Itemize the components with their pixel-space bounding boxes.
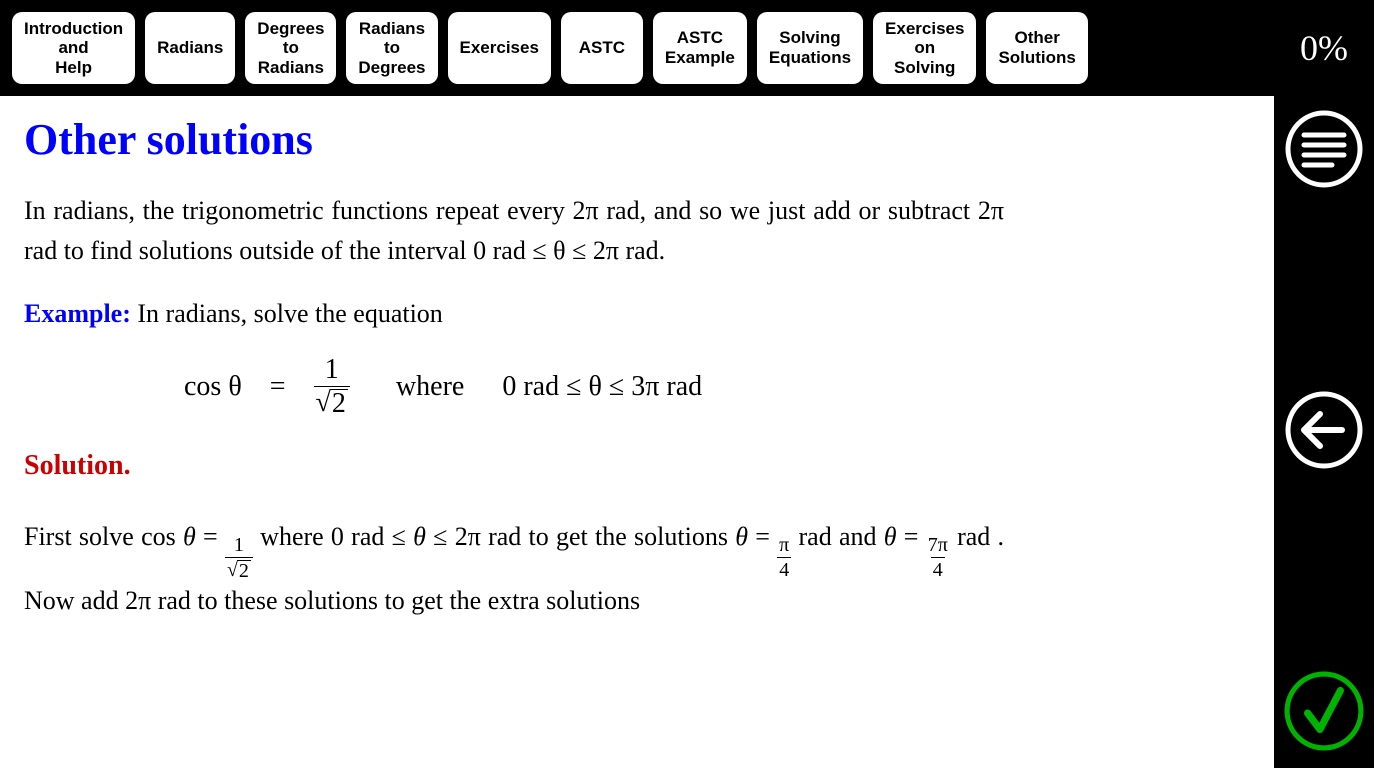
inline-frac-pi-4: π 4 [777, 535, 791, 580]
eq-frac-den: √2 [314, 386, 350, 418]
intro-paragraph: In radians, the trigonometric functions … [24, 191, 1004, 272]
tab-deg-to-rad[interactable]: Degrees to Radians [245, 12, 336, 84]
eq-fraction: 1 √2 [314, 356, 350, 418]
tab-exercises[interactable]: Exercises [448, 12, 551, 84]
tab-rad-to-deg[interactable]: Radians to Degrees [346, 12, 437, 84]
right-sidebar [1274, 96, 1374, 768]
inline-frac-1-over-root2: 1 √2 [225, 535, 253, 581]
back-button[interactable] [1281, 387, 1367, 473]
example-line: Example: In radians, solve the equation [24, 294, 1004, 334]
top-nav: Introduction and Help Radians Degrees to… [0, 0, 1374, 96]
tab-exercises-solving[interactable]: Exercises on Solving [873, 12, 976, 84]
eq-frac-num: 1 [323, 356, 341, 386]
check-icon [1283, 670, 1365, 752]
menu-button[interactable] [1281, 106, 1367, 192]
inline-frac-7pi-4: 7π 4 [926, 535, 950, 580]
tab-astc[interactable]: ASTC [561, 12, 643, 84]
eq-range: 0 rad ≤ θ ≤ 3π rad [502, 365, 702, 408]
eq-equals: = [270, 365, 286, 408]
example-label: Example: [24, 299, 131, 328]
eq-where: where [396, 365, 464, 408]
tab-other-solutions[interactable]: Other Solutions [986, 12, 1087, 84]
example-text: In radians, solve the equation [131, 299, 443, 328]
tab-solving[interactable]: Solving Equations [757, 12, 863, 84]
solution-label: Solution. [24, 444, 1004, 487]
page-title: Other solutions [24, 114, 1246, 165]
tab-astc-example[interactable]: ASTC Example [653, 12, 747, 84]
progress-label: 0% [1300, 27, 1362, 69]
solution-body: First solve cos θ = 1 √2 where 0 rad ≤ θ… [24, 517, 1004, 621]
tab-intro[interactable]: Introduction and Help [12, 12, 135, 84]
eq-lhs: cos θ [184, 365, 242, 408]
menu-icon [1284, 109, 1364, 189]
display-equation: cos θ = 1 √2 where 0 rad ≤ θ ≤ 3π rad [184, 356, 1004, 418]
page-content: Other solutions In radians, the trigonom… [0, 96, 1274, 768]
arrow-left-icon [1284, 390, 1364, 470]
tab-radians[interactable]: Radians [145, 12, 235, 84]
check-button[interactable] [1281, 668, 1367, 754]
